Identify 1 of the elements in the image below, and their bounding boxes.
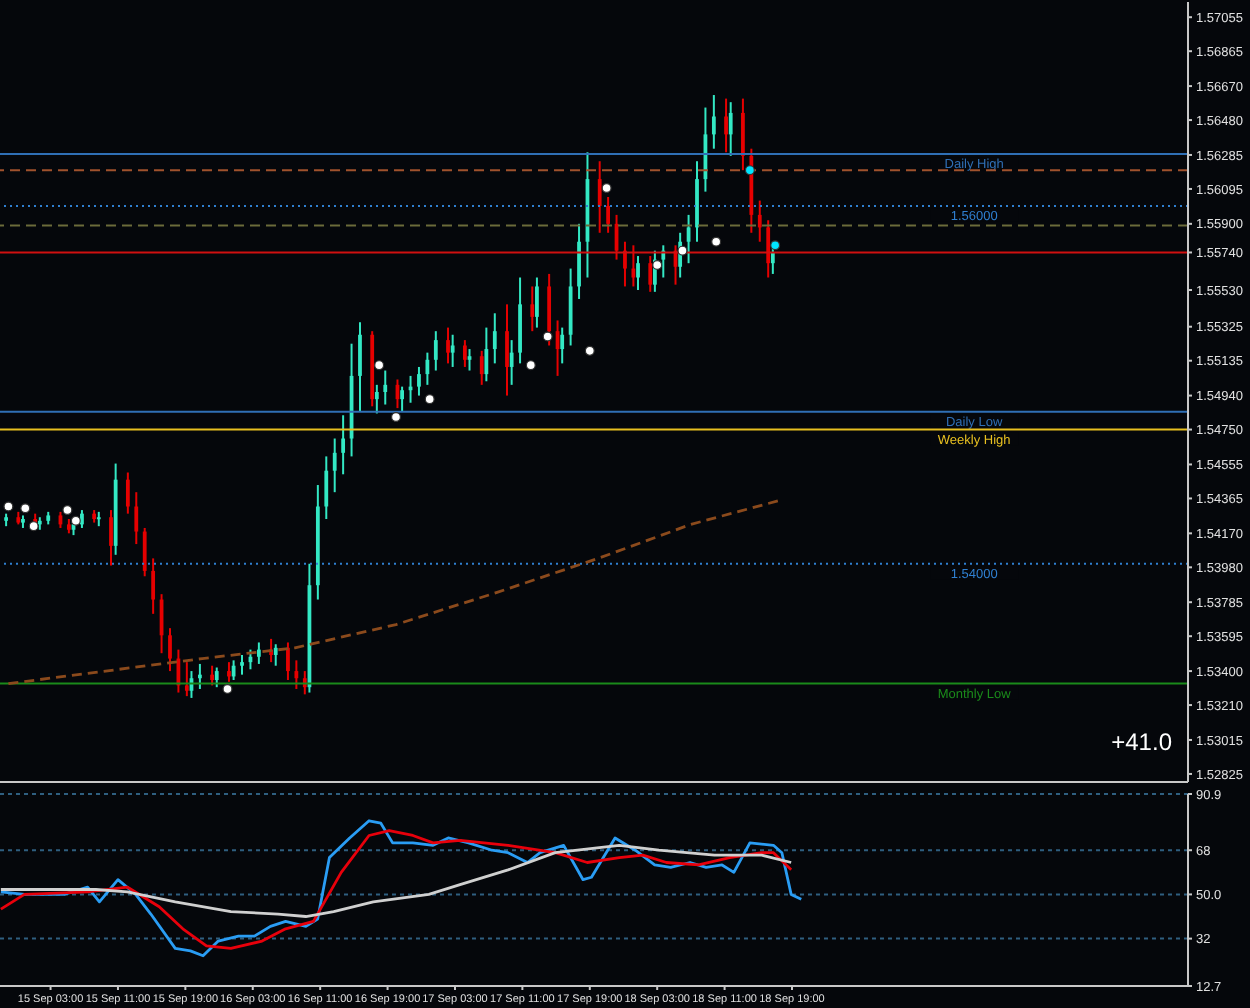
annotation: +41.0 [1111, 728, 1172, 756]
